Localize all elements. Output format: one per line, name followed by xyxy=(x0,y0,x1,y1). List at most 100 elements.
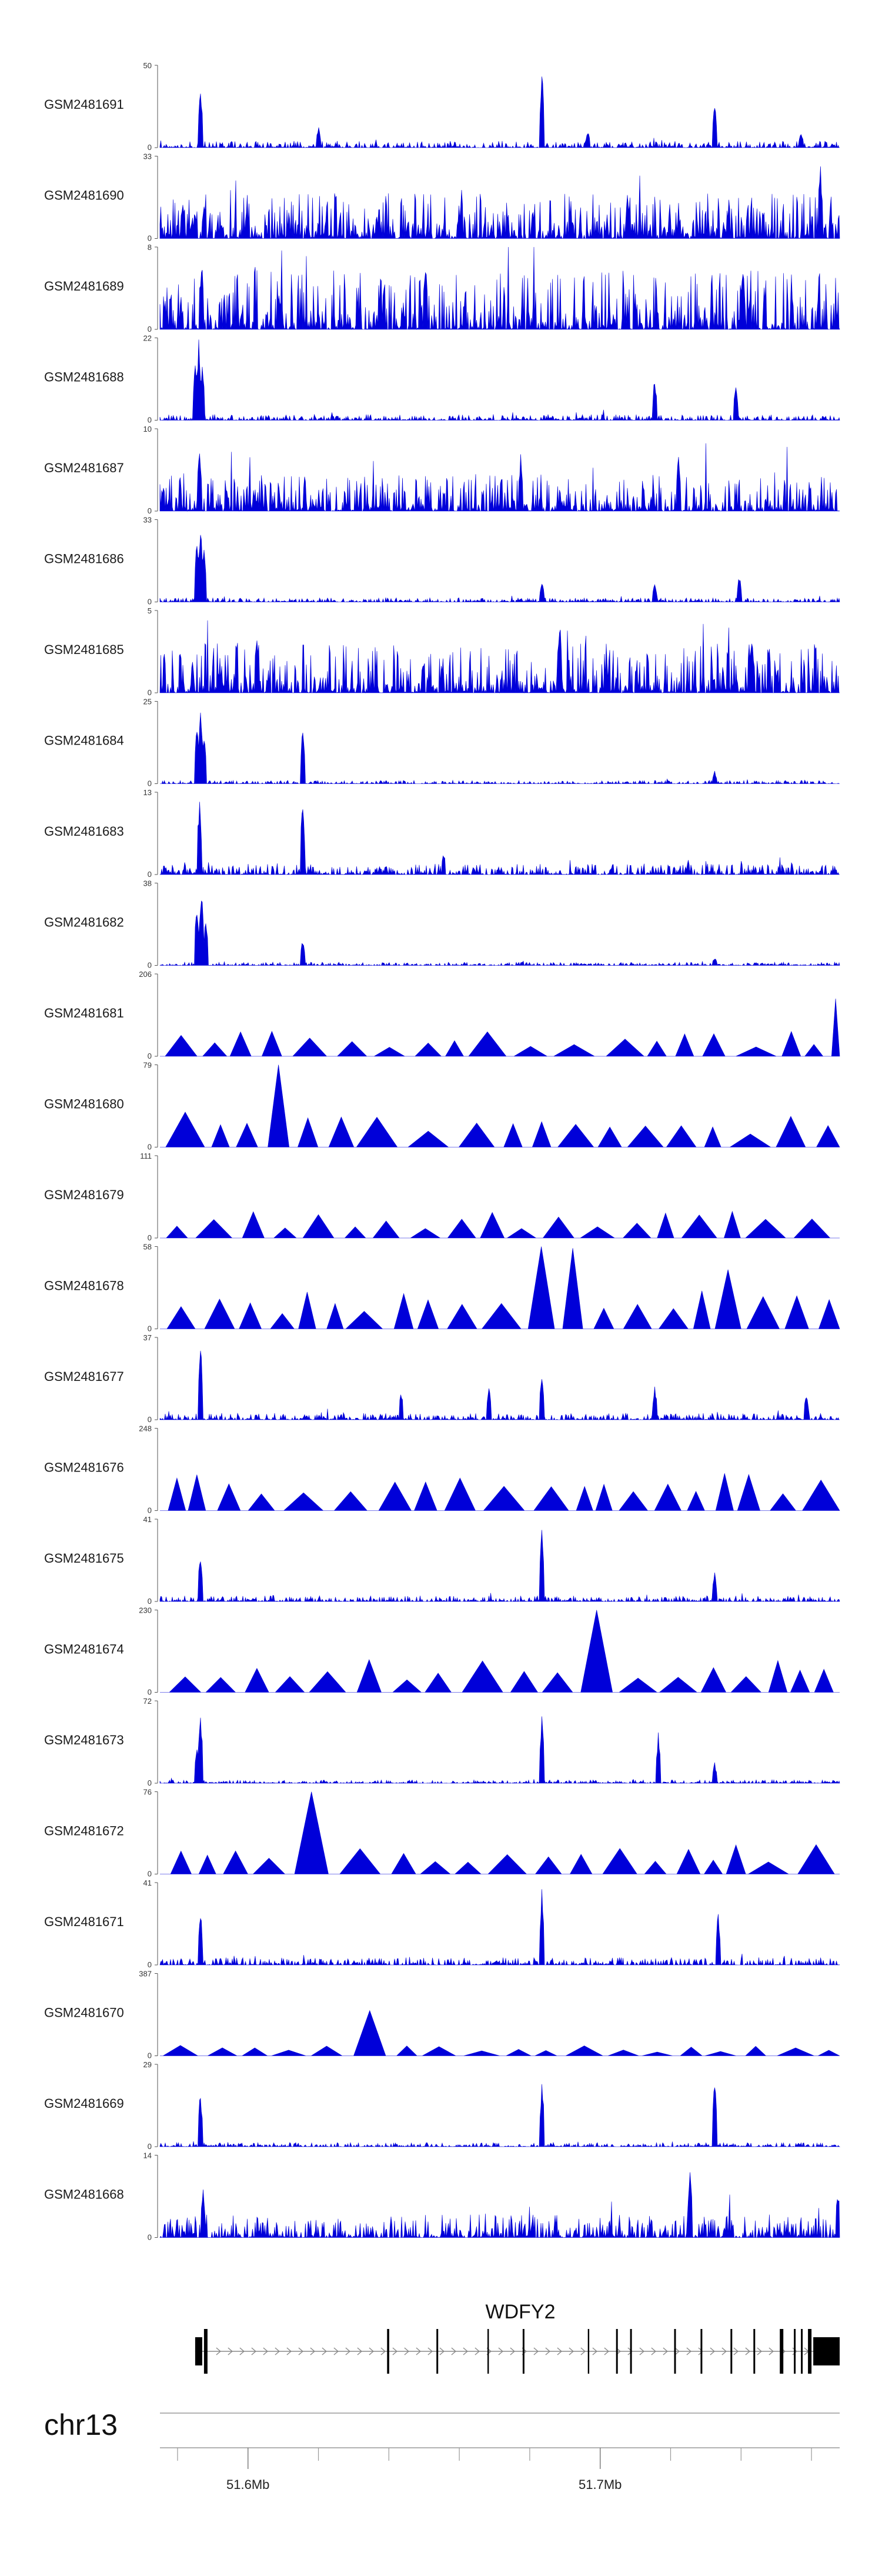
track-GSM2481681: GSM2481681 206 0 xyxy=(44,970,840,1060)
y-zero-label: 0 xyxy=(148,1324,152,1333)
y-zero-label: 0 xyxy=(148,1778,152,1787)
y-max-label: 13 xyxy=(143,788,152,797)
strand-arrow xyxy=(275,2347,280,2355)
axis-tick-label: 51.7Mb xyxy=(579,2477,622,2492)
gene-label: WDFY2 xyxy=(486,2301,556,2323)
y-max-label: 37 xyxy=(143,1333,152,1342)
track-label: GSM2481690 xyxy=(44,188,124,203)
strand-arrow xyxy=(310,2347,315,2355)
exon xyxy=(813,2337,840,2365)
signal-area xyxy=(160,1065,840,1147)
strand-arrow xyxy=(439,2347,445,2355)
track-label: GSM2481669 xyxy=(44,2096,124,2111)
strand-arrow xyxy=(592,2347,597,2355)
track-label: GSM2481674 xyxy=(44,1642,124,1657)
axis-tick-label: 51.6Mb xyxy=(226,2477,269,2492)
strand-arrow xyxy=(639,2347,644,2355)
y-zero-label: 0 xyxy=(148,2142,152,2151)
y-zero-label: 0 xyxy=(148,870,152,879)
y-max-label: 41 xyxy=(143,1515,152,1524)
y-zero-label: 0 xyxy=(148,961,152,970)
strand-arrow xyxy=(533,2347,539,2355)
y-zero-label: 0 xyxy=(148,1052,152,1060)
signal-area xyxy=(159,900,840,966)
track-GSM2481676: GSM2481676 248 0 xyxy=(44,1424,840,1515)
track-label: GSM2481684 xyxy=(44,733,124,748)
y-max-label: 22 xyxy=(143,334,152,343)
y-max-label: 33 xyxy=(143,516,152,525)
chromosome-label: chr13 xyxy=(44,2408,118,2441)
track-GSM2481670: GSM2481670 387 0 xyxy=(44,1970,840,2060)
track-GSM2481689: GSM2481689 8 0 xyxy=(44,243,840,333)
signal-area xyxy=(159,246,840,331)
strand-arrow xyxy=(357,2347,362,2355)
track-label: GSM2481682 xyxy=(44,915,124,930)
strand-arrow xyxy=(345,2347,350,2355)
exon xyxy=(730,2329,733,2374)
track-GSM2481674: GSM2481674 230 0 xyxy=(44,1606,840,1697)
exon xyxy=(522,2329,524,2374)
track-GSM2481686: GSM2481686 33 0 xyxy=(44,516,840,606)
strand-arrow xyxy=(510,2347,515,2355)
strand-arrow xyxy=(427,2347,433,2355)
strand-arrow xyxy=(757,2347,762,2355)
strand-arrow xyxy=(463,2347,468,2355)
track-label: GSM2481671 xyxy=(44,1914,124,1929)
y-zero-label: 0 xyxy=(148,2051,152,2060)
exon xyxy=(700,2329,703,2374)
signal-area xyxy=(159,443,840,512)
track-GSM2481687: GSM2481687 10 0 xyxy=(44,425,840,515)
gene-track: WDFY2 xyxy=(195,2301,840,2374)
track-label: GSM2481679 xyxy=(44,1187,124,1202)
track-GSM2481683: GSM2481683 13 0 xyxy=(44,788,840,879)
exon xyxy=(195,2337,202,2365)
strand-arrow xyxy=(545,2347,550,2355)
y-zero-label: 0 xyxy=(148,1870,152,1878)
exon xyxy=(674,2329,676,2374)
strand-arrow xyxy=(369,2347,374,2355)
track-GSM2481682: GSM2481682 38 0 xyxy=(44,879,840,970)
exon xyxy=(616,2329,618,2374)
y-max-label: 25 xyxy=(143,698,152,706)
track-GSM2481685: GSM2481685 5 0 xyxy=(44,606,840,697)
y-zero-label: 0 xyxy=(148,325,152,333)
y-zero-label: 0 xyxy=(148,1960,152,1969)
strand-arrow xyxy=(651,2347,656,2355)
track-label: GSM2481677 xyxy=(44,1369,124,1384)
strand-arrow xyxy=(228,2347,233,2355)
strand-arrow xyxy=(216,2347,221,2355)
track-label: GSM2481675 xyxy=(44,1551,124,1566)
strand-arrow xyxy=(251,2347,256,2355)
strand-arrow xyxy=(580,2347,586,2355)
genome-axis: chr13 51.6Mb 51.7Mb xyxy=(44,2408,840,2492)
track-label: GSM2481676 xyxy=(44,1460,124,1475)
signal-area xyxy=(160,2010,840,2056)
signal-area xyxy=(159,339,840,421)
exon xyxy=(487,2329,489,2374)
strand-arrow xyxy=(380,2347,386,2355)
y-max-label: 248 xyxy=(139,1424,152,1433)
y-max-label: 58 xyxy=(143,1243,152,1252)
track-label: GSM2481668 xyxy=(44,2187,124,2202)
track-GSM2481668: GSM2481668 14 0 xyxy=(44,2151,840,2242)
y-max-label: 10 xyxy=(143,425,152,433)
signal-area xyxy=(160,1791,840,1874)
strand-arrow xyxy=(710,2347,715,2355)
signal-area xyxy=(159,620,840,694)
signal-area xyxy=(159,1530,840,1603)
y-max-label: 50 xyxy=(143,61,152,70)
track-GSM2481675: GSM2481675 41 0 xyxy=(44,1515,840,1606)
strand-arrow xyxy=(451,2347,456,2355)
exon xyxy=(436,2329,439,2374)
y-zero-label: 0 xyxy=(148,598,152,606)
strand-arrow xyxy=(263,2347,268,2355)
signal-area xyxy=(159,1716,840,1784)
strand-arrow xyxy=(569,2347,574,2355)
y-zero-label: 0 xyxy=(148,143,152,152)
y-max-label: 33 xyxy=(143,152,152,161)
strand-arrow xyxy=(557,2347,562,2355)
track-GSM2481680: GSM2481680 79 0 xyxy=(44,1061,840,1152)
y-max-label: 41 xyxy=(143,1878,152,1887)
signal-area xyxy=(159,1889,840,1966)
track-label: GSM2481681 xyxy=(44,1006,124,1020)
